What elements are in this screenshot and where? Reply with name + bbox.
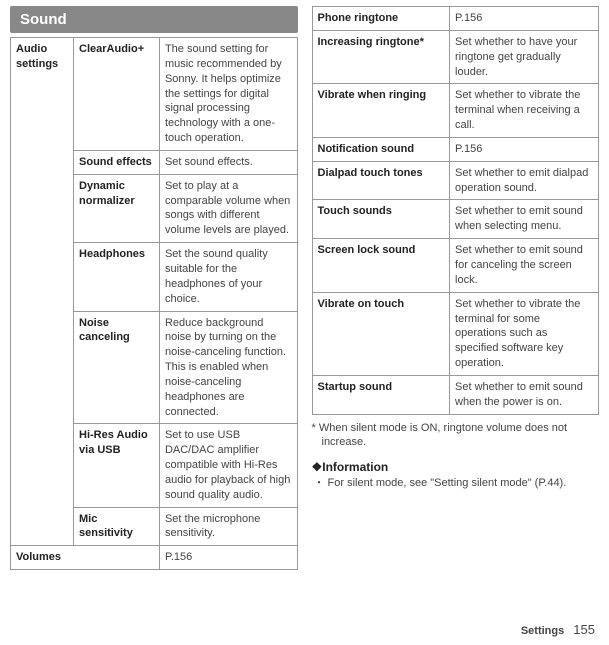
row-label: Increasing ringtone* <box>312 30 450 84</box>
table-row: Vibrate when ringingSet whether to vibra… <box>312 84 599 138</box>
row-desc: Set to use USB DAC/DAC amplifier compati… <box>159 424 297 507</box>
page-footer: Settings 155 <box>521 622 595 637</box>
table-row: Notification soundP.156 <box>312 137 599 161</box>
group-label: Audio settings <box>11 38 74 546</box>
row-desc: Set whether to emit sound when selecting… <box>450 200 599 239</box>
row-label: Dynamic normalizer <box>74 174 160 242</box>
row-label: Dialpad touch tones <box>312 161 450 200</box>
table-row: Audio settings ClearAudio+ The sound set… <box>11 38 298 151</box>
row-label: Sound effects <box>74 150 160 174</box>
row-desc: Set the sound quality suitable for the h… <box>159 243 297 311</box>
row-label: Vibrate on touch <box>312 292 450 375</box>
row-desc: Set whether to emit dialpad operation so… <box>450 161 599 200</box>
row-label: Vibrate when ringing <box>312 84 450 138</box>
footer-page-number: 155 <box>573 622 595 637</box>
row-desc: Set to play at a comparable volume when … <box>159 174 297 242</box>
table-row: Startup soundSet whether to emit sound w… <box>312 375 599 414</box>
info-heading: ❖Information <box>312 460 600 474</box>
table-row: Phone ringtoneP.156 <box>312 7 599 31</box>
row-desc: Reduce background noise by turning on th… <box>159 311 297 424</box>
volumes-desc: P.156 <box>159 546 297 570</box>
table-row: Increasing ringtone*Set whether to have … <box>312 30 599 84</box>
volumes-label: Volumes <box>11 546 160 570</box>
row-desc: Set whether to vibrate the terminal for … <box>450 292 599 375</box>
row-label: Phone ringtone <box>312 7 450 31</box>
row-desc: Set whether to emit sound for canceling … <box>450 239 599 293</box>
section-header: Sound <box>10 6 298 33</box>
row-label: Headphones <box>74 243 160 311</box>
row-desc: Set whether to have your ringtone get gr… <box>450 30 599 84</box>
row-label: Mic sensitivity <box>74 507 160 546</box>
row-desc: Set sound effects. <box>159 150 297 174</box>
row-desc: Set the microphone sensitivity. <box>159 507 297 546</box>
row-label: Hi-Res Audio via USB <box>74 424 160 507</box>
left-table: Audio settings ClearAudio+ The sound set… <box>10 37 298 570</box>
row-desc: P.156 <box>450 137 599 161</box>
row-label: ClearAudio+ <box>74 38 160 151</box>
row-desc: Set whether to emit sound when the power… <box>450 375 599 414</box>
footnote: * When silent mode is ON, ringtone volum… <box>312 421 600 451</box>
row-label: Screen lock sound <box>312 239 450 293</box>
table-row: Dialpad touch tonesSet whether to emit d… <box>312 161 599 200</box>
row-label: Touch sounds <box>312 200 450 239</box>
row-desc: The sound setting for music recommended … <box>159 38 297 151</box>
table-row: Screen lock soundSet whether to emit sou… <box>312 239 599 293</box>
right-table: Phone ringtoneP.156 Increasing ringtone*… <box>312 6 600 415</box>
row-desc: Set whether to vibrate the terminal when… <box>450 84 599 138</box>
table-row: Touch soundsSet whether to emit sound wh… <box>312 200 599 239</box>
table-row: Vibrate on touchSet whether to vibrate t… <box>312 292 599 375</box>
info-bullet: ・ For silent mode, see "Setting silent m… <box>312 476 600 491</box>
row-label: Notification sound <box>312 137 450 161</box>
row-label: Noise canceling <box>74 311 160 424</box>
row-label: Startup sound <box>312 375 450 414</box>
table-row: Volumes P.156 <box>11 546 298 570</box>
footer-section: Settings <box>521 625 564 637</box>
row-desc: P.156 <box>450 7 599 31</box>
